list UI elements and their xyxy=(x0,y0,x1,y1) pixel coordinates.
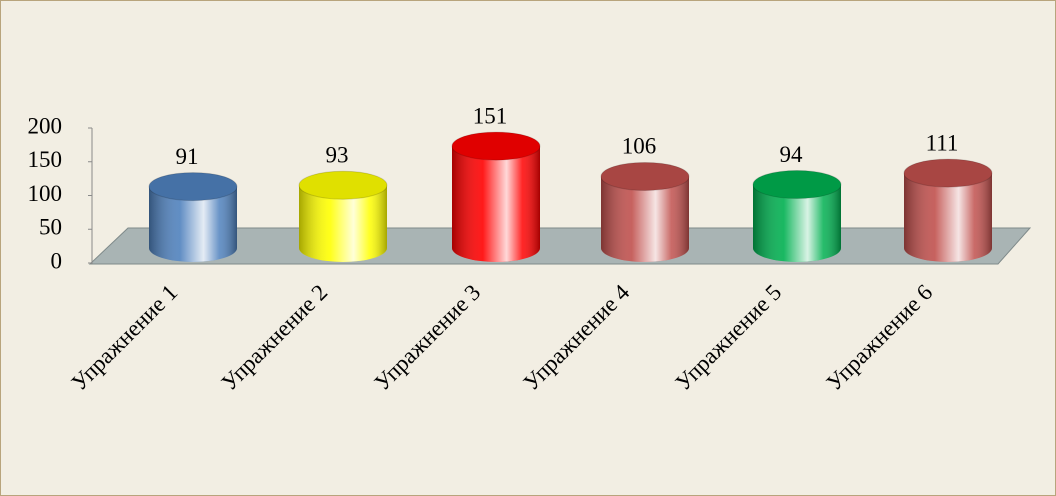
bar-shine xyxy=(601,176,689,262)
bar-shine xyxy=(149,186,237,262)
bar-top xyxy=(298,170,388,200)
y-tick-label: 50 xyxy=(39,215,62,240)
value-label: 94 xyxy=(780,142,804,167)
bar-top xyxy=(148,172,238,202)
value-label: 111 xyxy=(926,130,959,155)
y-tick-label: 100 xyxy=(28,181,63,206)
bar-top xyxy=(451,131,541,161)
value-label: 91 xyxy=(176,144,199,169)
bar-top-shade xyxy=(601,162,689,191)
bar-top-shade xyxy=(299,171,387,200)
bar-shine xyxy=(904,173,992,262)
bar-top-shade xyxy=(452,132,540,161)
value-label: 106 xyxy=(622,134,657,159)
value-label: 151 xyxy=(473,103,508,128)
y-tick-label: 200 xyxy=(28,113,63,138)
y-tick-label: 0 xyxy=(51,248,63,273)
bar-shine xyxy=(452,146,540,262)
y-tick-label: 150 xyxy=(28,147,63,172)
bar-shine xyxy=(299,185,387,262)
bar-shine xyxy=(753,184,841,262)
bar-top xyxy=(903,158,993,188)
bar-top-shade xyxy=(904,159,992,188)
bar-top-shade xyxy=(149,172,237,201)
bar-top xyxy=(600,161,690,191)
bar-top xyxy=(752,170,842,200)
bar-top-shade xyxy=(753,170,841,199)
value-label: 93 xyxy=(326,143,349,168)
